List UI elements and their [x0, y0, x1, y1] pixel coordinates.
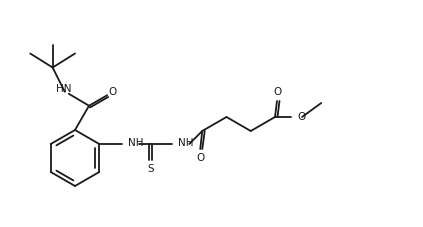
Text: O: O — [108, 87, 116, 97]
Text: NH: NH — [178, 138, 194, 148]
Text: NH: NH — [128, 138, 144, 148]
Text: HN: HN — [56, 84, 71, 94]
Text: O: O — [196, 153, 204, 163]
Text: O: O — [297, 112, 305, 122]
Text: S: S — [147, 164, 154, 174]
Text: O: O — [274, 87, 282, 97]
